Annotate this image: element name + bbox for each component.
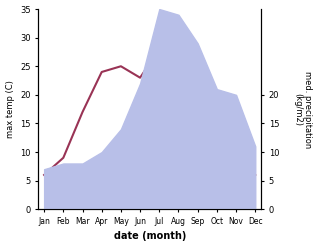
Y-axis label: max temp (C): max temp (C): [5, 80, 15, 138]
X-axis label: date (month): date (month): [114, 231, 186, 242]
Y-axis label: med. precipitation
(kg/m2): med. precipitation (kg/m2): [293, 71, 313, 148]
